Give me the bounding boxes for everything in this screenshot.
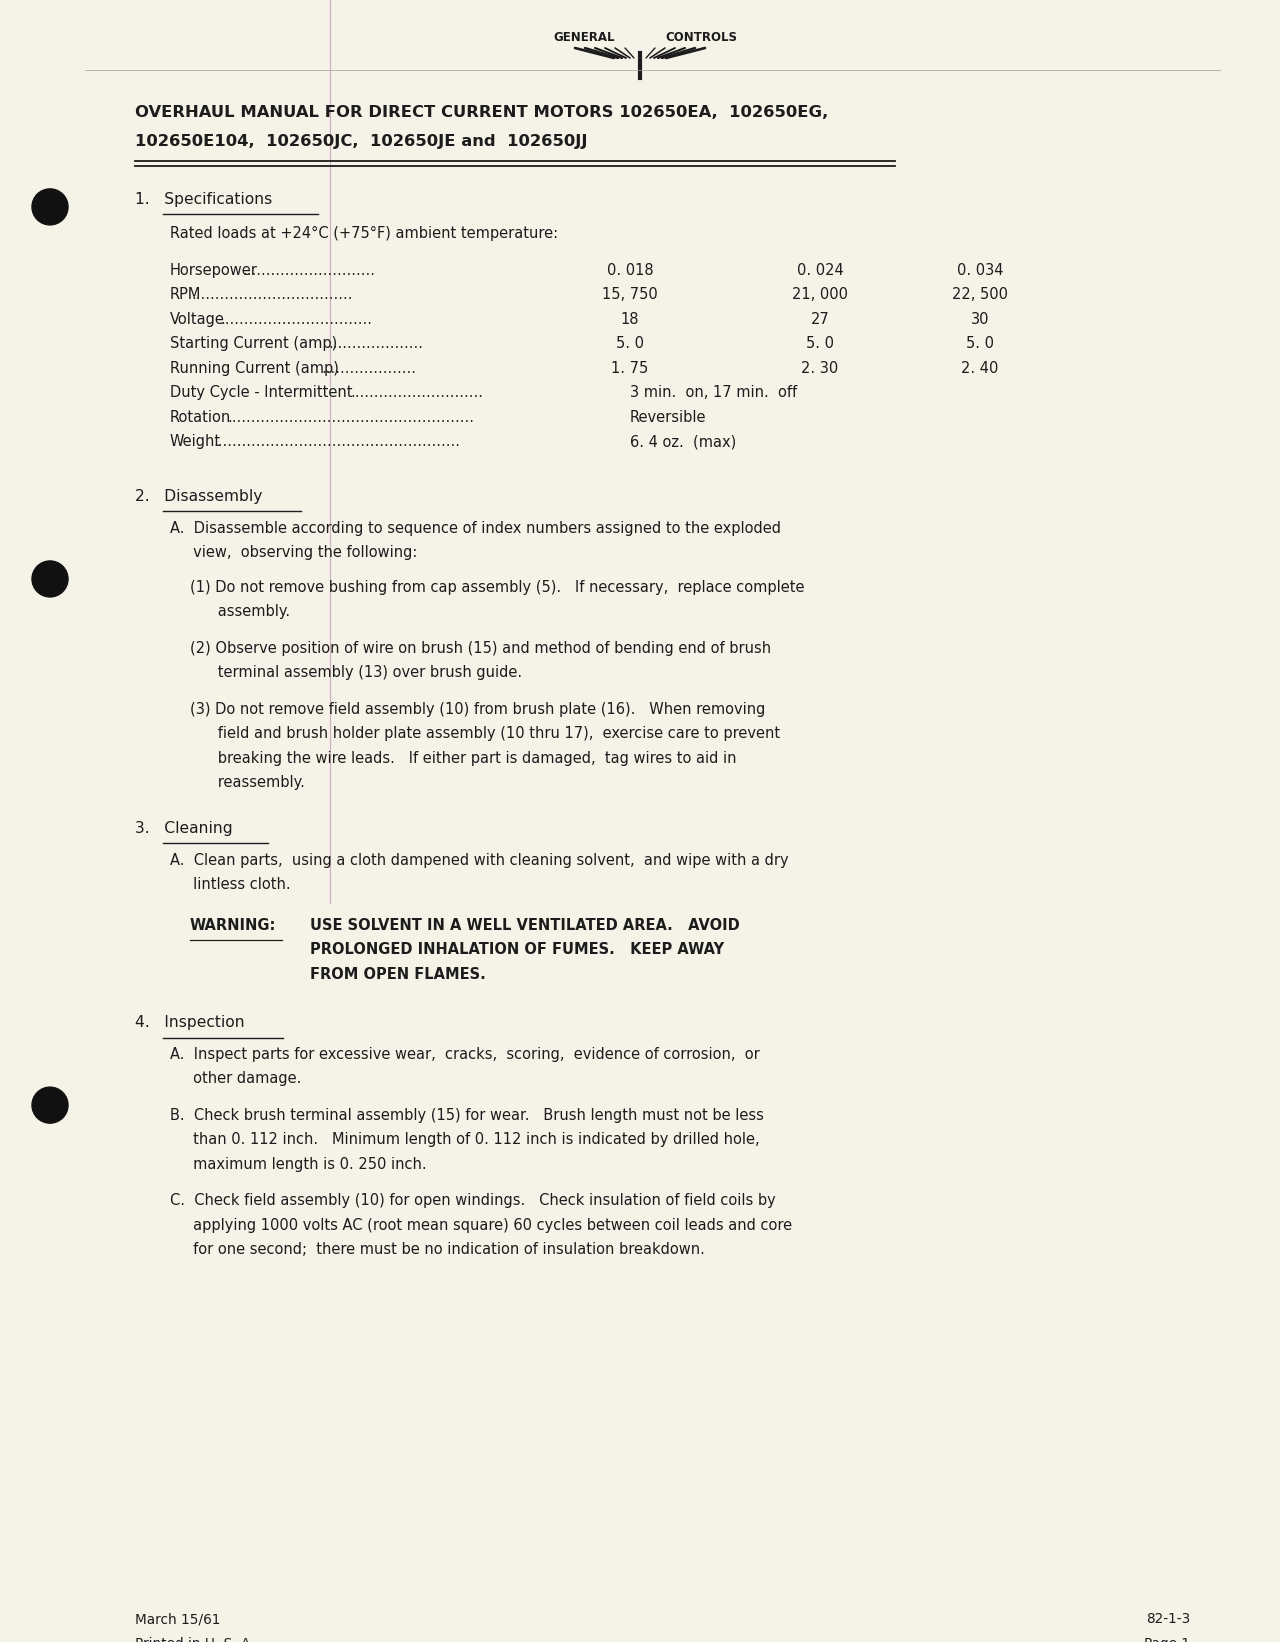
Circle shape [32, 562, 68, 598]
Text: A.  Inspect parts for excessive wear,  cracks,  scoring,  evidence of corrosion,: A. Inspect parts for excessive wear, cra… [170, 1048, 760, 1062]
Text: USE SOLVENT IN A WELL VENTILATED AREA.   AVOID: USE SOLVENT IN A WELL VENTILATED AREA. A… [310, 918, 740, 933]
Text: view,  observing the following:: view, observing the following: [170, 545, 417, 560]
Text: 21, 000: 21, 000 [792, 287, 847, 302]
Text: 18: 18 [621, 312, 639, 327]
Text: 6. 4 oz.  (max): 6. 4 oz. (max) [630, 435, 736, 450]
Text: CONTROLS: CONTROLS [666, 31, 737, 44]
Text: Printed in U. S. A.: Printed in U. S. A. [134, 1637, 255, 1642]
Text: 27: 27 [810, 312, 829, 327]
Text: 15, 750: 15, 750 [602, 287, 658, 302]
Text: ................................: ................................ [220, 312, 372, 327]
Text: (2) Observe position of wire on brush (15) and method of bending end of brush: (2) Observe position of wire on brush (1… [189, 640, 771, 655]
Text: PROLONGED INHALATION OF FUMES.   KEEP AWAY: PROLONGED INHALATION OF FUMES. KEEP AWAY [310, 943, 724, 957]
Text: B.  Check brush terminal assembly (15) for wear.   Brush length must not be less: B. Check brush terminal assembly (15) fo… [170, 1108, 764, 1123]
Text: ..................................: .................................. [192, 287, 353, 302]
Text: Duty Cycle - Intermittent: Duty Cycle - Intermittent [170, 386, 352, 401]
Text: 2. 40: 2. 40 [961, 361, 998, 376]
Text: 4.   Inspection: 4. Inspection [134, 1015, 244, 1030]
Text: 0. 034: 0. 034 [956, 263, 1004, 277]
Text: 102650E104,  102650JC,  102650JE and  102650JJ: 102650E104, 102650JC, 102650JE and 10265… [134, 135, 588, 149]
Text: OVERHAUL MANUAL FOR DIRECT CURRENT MOTORS 102650EA,  102650EG,: OVERHAUL MANUAL FOR DIRECT CURRENT MOTOR… [134, 105, 828, 120]
Text: Starting Current (amp): Starting Current (amp) [170, 337, 337, 351]
Text: (3) Do not remove field assembly (10) from brush plate (16).   When removing: (3) Do not remove field assembly (10) fr… [189, 701, 765, 718]
Text: assembly.: assembly. [189, 604, 291, 619]
Text: 22, 500: 22, 500 [952, 287, 1009, 302]
Text: Reversible: Reversible [630, 410, 707, 425]
Text: March 15/61: March 15/61 [134, 1612, 220, 1626]
Text: C.  Check field assembly (10) for open windings.   Check insulation of field coi: C. Check field assembly (10) for open wi… [170, 1194, 776, 1209]
Text: 2. 30: 2. 30 [801, 361, 838, 376]
Text: 1. 75: 1. 75 [612, 361, 649, 376]
Text: ....................................................: ........................................… [214, 435, 461, 450]
Circle shape [32, 189, 68, 225]
Text: Rotation: Rotation [170, 410, 232, 425]
Text: 2.   Disassembly: 2. Disassembly [134, 489, 262, 504]
Text: A.  Disassemble according to sequence of index numbers assigned to the exploded: A. Disassemble according to sequence of … [170, 521, 781, 535]
Text: Voltage: Voltage [170, 312, 225, 327]
Text: 1.   Specifications: 1. Specifications [134, 192, 273, 207]
Text: 3 min.  on, 17 min.  off: 3 min. on, 17 min. off [630, 386, 797, 401]
Text: 30: 30 [970, 312, 989, 327]
Text: ............................: ............................ [242, 263, 375, 277]
Text: ....................: .................... [329, 337, 424, 351]
Text: GENERAL: GENERAL [553, 31, 614, 44]
Text: 82-1-3: 82-1-3 [1146, 1612, 1190, 1626]
Text: 3.   Cleaning: 3. Cleaning [134, 821, 233, 836]
Text: applying 1000 volts AC (root mean square) 60 cycles between coil leads and core: applying 1000 volts AC (root mean square… [170, 1218, 792, 1233]
Text: Running Current (amp): Running Current (amp) [170, 361, 339, 376]
Text: breaking the wire leads.   If either part is damaged,  tag wires to aid in: breaking the wire leads. If either part … [189, 750, 736, 765]
Text: lintless cloth.: lintless cloth. [170, 877, 291, 892]
Text: RPM: RPM [170, 287, 201, 302]
Text: than 0. 112 inch.   Minimum length of 0. 112 inch is indicated by drilled hole,: than 0. 112 inch. Minimum length of 0. 1… [170, 1133, 759, 1148]
Text: other damage.: other damage. [170, 1072, 301, 1087]
Text: FROM OPEN FLAMES.: FROM OPEN FLAMES. [310, 967, 485, 982]
Text: ....................................................: ........................................… [228, 410, 475, 425]
Text: field and brush holder plate assembly (10 thru 17),  exercise care to prevent: field and brush holder plate assembly (1… [189, 726, 780, 741]
Text: 0. 018: 0. 018 [607, 263, 653, 277]
Text: ............................: ............................ [349, 386, 483, 401]
Text: WARNING:: WARNING: [189, 918, 276, 933]
Text: A.  Clean parts,  using a cloth dampened with cleaning solvent,  and wipe with a: A. Clean parts, using a cloth dampened w… [170, 852, 788, 867]
Text: Horsepower: Horsepower [170, 263, 257, 277]
Text: maximum length is 0. 250 inch.: maximum length is 0. 250 inch. [170, 1158, 426, 1172]
Text: reassembly.: reassembly. [189, 775, 305, 790]
Text: Weight: Weight [170, 435, 221, 450]
Text: for one second;  there must be no indication of insulation breakdown.: for one second; there must be no indicat… [170, 1243, 705, 1258]
Text: Rated loads at +24°C (+75°F) ambient temperature:: Rated loads at +24°C (+75°F) ambient tem… [170, 227, 558, 241]
Text: terminal assembly (13) over brush guide.: terminal assembly (13) over brush guide. [189, 665, 522, 680]
Text: Page 1: Page 1 [1144, 1637, 1190, 1642]
Text: 5. 0: 5. 0 [616, 337, 644, 351]
Text: ....................: .................... [321, 361, 416, 376]
Text: 5. 0: 5. 0 [806, 337, 835, 351]
Text: (1) Do not remove bushing from cap assembly (5).   If necessary,  replace comple: (1) Do not remove bushing from cap assem… [189, 580, 805, 594]
Circle shape [32, 1087, 68, 1123]
Text: 5. 0: 5. 0 [966, 337, 995, 351]
Text: 0. 024: 0. 024 [796, 263, 844, 277]
